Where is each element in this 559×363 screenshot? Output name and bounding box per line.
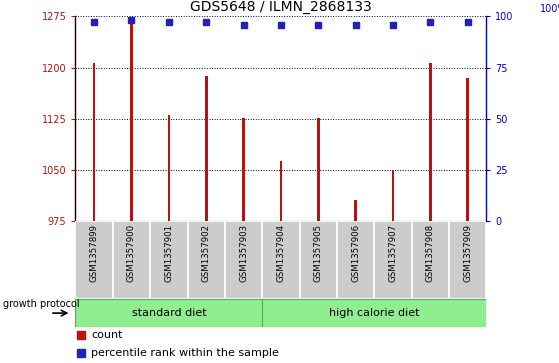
Bar bbox=[466, 78, 469, 221]
Text: 100%: 100% bbox=[540, 4, 559, 14]
Bar bbox=[168, 115, 170, 221]
Bar bbox=[187, 221, 225, 299]
Text: GSM1357908: GSM1357908 bbox=[426, 224, 435, 282]
Text: GSM1357904: GSM1357904 bbox=[276, 224, 286, 282]
Text: standard diet: standard diet bbox=[131, 308, 206, 318]
Bar bbox=[93, 63, 96, 221]
Bar bbox=[242, 118, 245, 221]
Text: GSM1357902: GSM1357902 bbox=[202, 224, 211, 282]
Bar bbox=[449, 221, 486, 299]
Bar bbox=[205, 76, 207, 221]
Bar bbox=[411, 221, 449, 299]
Bar bbox=[280, 161, 282, 221]
Bar bbox=[262, 221, 300, 299]
Bar bbox=[300, 221, 337, 299]
Bar bbox=[75, 221, 113, 299]
Text: GSM1357905: GSM1357905 bbox=[314, 224, 323, 282]
Text: GSM1357903: GSM1357903 bbox=[239, 224, 248, 282]
Bar bbox=[337, 221, 375, 299]
Bar bbox=[150, 221, 187, 299]
Text: GSM1357907: GSM1357907 bbox=[389, 224, 397, 282]
Bar bbox=[317, 118, 320, 221]
Bar bbox=[113, 221, 150, 299]
Bar bbox=[392, 170, 394, 221]
Text: growth protocol: growth protocol bbox=[3, 299, 79, 309]
Text: GSM1357906: GSM1357906 bbox=[351, 224, 360, 282]
Bar bbox=[225, 221, 262, 299]
Text: percentile rank within the sample: percentile rank within the sample bbox=[91, 348, 279, 358]
Text: GSM1357899: GSM1357899 bbox=[89, 224, 98, 282]
Bar bbox=[375, 221, 411, 299]
Text: GSM1357900: GSM1357900 bbox=[127, 224, 136, 282]
Text: count: count bbox=[91, 330, 123, 340]
Bar bbox=[75, 299, 262, 327]
Bar bbox=[354, 200, 357, 221]
Bar bbox=[130, 21, 133, 221]
Text: high calorie diet: high calorie diet bbox=[329, 308, 419, 318]
Title: GDS5648 / ILMN_2868133: GDS5648 / ILMN_2868133 bbox=[190, 0, 372, 14]
Bar bbox=[262, 299, 486, 327]
Text: GSM1357901: GSM1357901 bbox=[164, 224, 173, 282]
Bar bbox=[429, 63, 432, 221]
Text: GSM1357909: GSM1357909 bbox=[463, 224, 472, 282]
